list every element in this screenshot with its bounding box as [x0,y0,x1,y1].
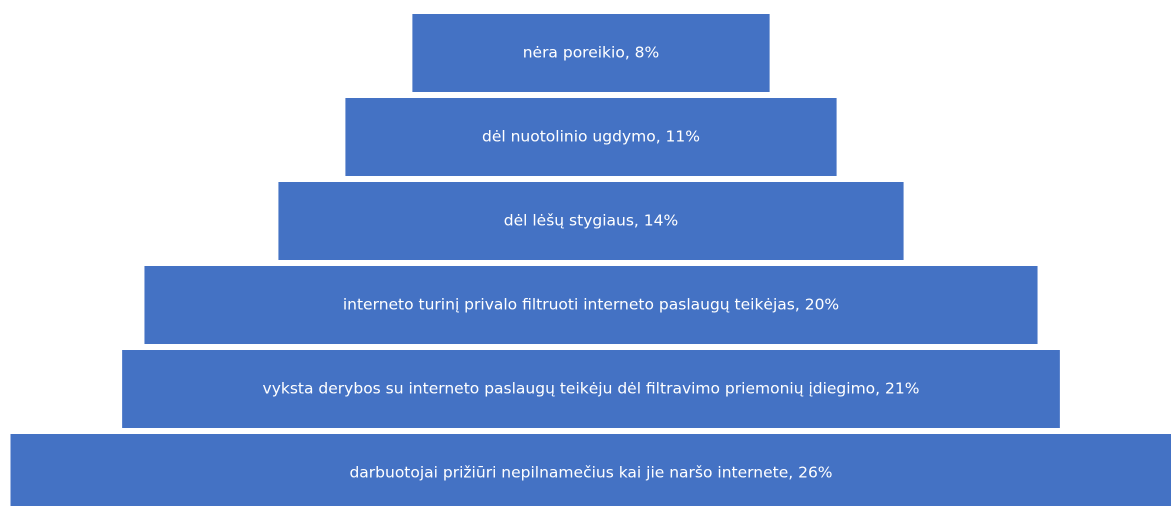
funnel-bar [278,182,904,260]
bar-label: vyksta derybos su interneto paslaugų tei… [263,380,920,398]
funnel-bar [412,14,770,92]
funnel-bar [345,98,837,176]
funnel-bar [122,350,1060,428]
funnel-bar [10,434,1171,506]
bar-label: darbuotojai prižiūri nepilnamečius kai j… [349,464,832,482]
funnel-bar [144,266,1038,344]
bar-label: dėl lėšų stygiaus, 14% [504,212,678,230]
bar-label: dėl nuotolinio ugdymo, 11% [482,128,700,146]
bar-label: nėra poreikio, 8% [523,44,660,62]
bar-label: interneto turinį privalo filtruoti inter… [343,296,839,314]
